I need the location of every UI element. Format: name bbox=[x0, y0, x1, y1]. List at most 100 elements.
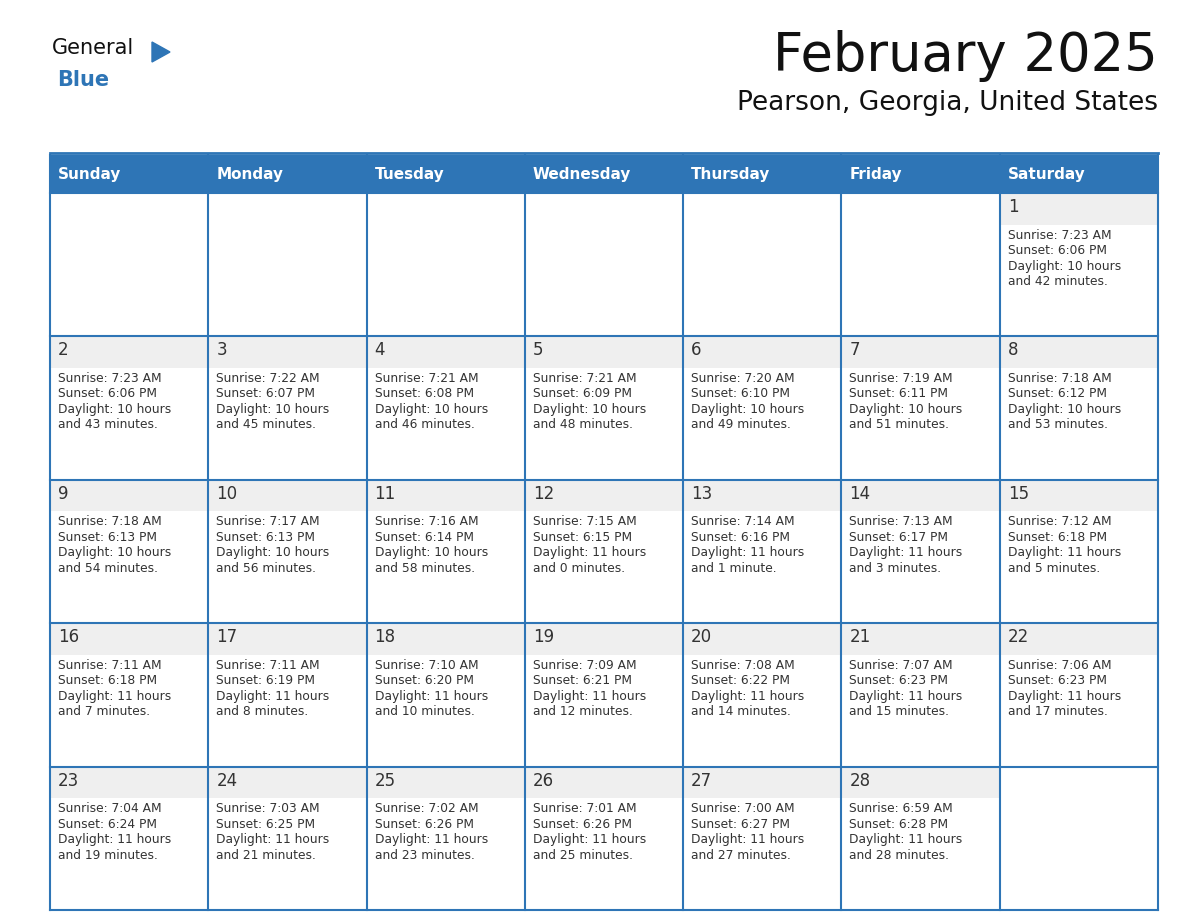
Text: Sunset: 6:20 PM: Sunset: 6:20 PM bbox=[374, 674, 474, 688]
Text: and 3 minutes.: and 3 minutes. bbox=[849, 562, 942, 575]
Text: Saturday: Saturday bbox=[1007, 166, 1086, 182]
Text: and 19 minutes.: and 19 minutes. bbox=[58, 848, 158, 862]
Text: Sunrise: 7:20 AM: Sunrise: 7:20 AM bbox=[691, 372, 795, 385]
Bar bbox=[841, 480, 1000, 511]
Bar bbox=[208, 336, 367, 368]
Text: and 43 minutes.: and 43 minutes. bbox=[58, 419, 158, 431]
Text: and 15 minutes.: and 15 minutes. bbox=[849, 705, 949, 718]
Text: Sunset: 6:27 PM: Sunset: 6:27 PM bbox=[691, 818, 790, 831]
Text: Sunset: 6:07 PM: Sunset: 6:07 PM bbox=[216, 387, 315, 400]
Text: Sunrise: 7:04 AM: Sunrise: 7:04 AM bbox=[58, 802, 162, 815]
Text: Sunrise: 7:13 AM: Sunrise: 7:13 AM bbox=[849, 515, 953, 529]
Text: Sunset: 6:22 PM: Sunset: 6:22 PM bbox=[691, 674, 790, 688]
Text: Sunrise: 7:14 AM: Sunrise: 7:14 AM bbox=[691, 515, 795, 529]
Text: Sunset: 6:06 PM: Sunset: 6:06 PM bbox=[1007, 244, 1107, 257]
Text: Sunset: 6:18 PM: Sunset: 6:18 PM bbox=[1007, 531, 1107, 543]
Text: 9: 9 bbox=[58, 485, 69, 503]
Text: Sunrise: 7:16 AM: Sunrise: 7:16 AM bbox=[374, 515, 479, 529]
Text: and 27 minutes.: and 27 minutes. bbox=[691, 848, 791, 862]
Text: Sunrise: 7:21 AM: Sunrise: 7:21 AM bbox=[533, 372, 637, 385]
Text: Daylight: 10 hours: Daylight: 10 hours bbox=[533, 403, 646, 416]
Text: Sunset: 6:25 PM: Sunset: 6:25 PM bbox=[216, 818, 315, 831]
Text: Blue: Blue bbox=[57, 70, 109, 90]
Text: Sunrise: 7:22 AM: Sunrise: 7:22 AM bbox=[216, 372, 320, 385]
Text: Sunset: 6:28 PM: Sunset: 6:28 PM bbox=[849, 818, 948, 831]
Text: 1: 1 bbox=[1007, 198, 1018, 216]
Text: Sunrise: 7:06 AM: Sunrise: 7:06 AM bbox=[1007, 659, 1111, 672]
Text: and 14 minutes.: and 14 minutes. bbox=[691, 705, 791, 718]
Text: Sunrise: 7:01 AM: Sunrise: 7:01 AM bbox=[533, 802, 637, 815]
Text: Daylight: 11 hours: Daylight: 11 hours bbox=[849, 546, 962, 559]
Text: Daylight: 10 hours: Daylight: 10 hours bbox=[374, 403, 488, 416]
Bar bbox=[367, 623, 525, 655]
Text: 25: 25 bbox=[374, 772, 396, 789]
Text: 20: 20 bbox=[691, 628, 713, 646]
Text: Sunrise: 7:11 AM: Sunrise: 7:11 AM bbox=[58, 659, 162, 672]
Text: Daylight: 11 hours: Daylight: 11 hours bbox=[691, 689, 804, 703]
Text: Sunset: 6:08 PM: Sunset: 6:08 PM bbox=[374, 387, 474, 400]
Text: Sunrise: 7:02 AM: Sunrise: 7:02 AM bbox=[374, 802, 479, 815]
Bar bbox=[1000, 193, 1158, 225]
Bar bbox=[841, 336, 1000, 368]
Text: Daylight: 10 hours: Daylight: 10 hours bbox=[1007, 403, 1121, 416]
Text: Sunset: 6:09 PM: Sunset: 6:09 PM bbox=[533, 387, 632, 400]
Text: Friday: Friday bbox=[849, 166, 902, 182]
Bar bbox=[683, 336, 841, 368]
Text: Sunset: 6:12 PM: Sunset: 6:12 PM bbox=[1007, 387, 1107, 400]
Text: and 42 minutes.: and 42 minutes. bbox=[1007, 275, 1107, 288]
Bar bbox=[50, 623, 208, 655]
Bar bbox=[683, 623, 841, 655]
Bar bbox=[208, 767, 367, 798]
Text: and 23 minutes.: and 23 minutes. bbox=[374, 848, 474, 862]
Text: Sunrise: 7:18 AM: Sunrise: 7:18 AM bbox=[1007, 372, 1112, 385]
Text: Daylight: 11 hours: Daylight: 11 hours bbox=[849, 834, 962, 846]
Bar bbox=[50, 480, 208, 511]
Text: 17: 17 bbox=[216, 628, 238, 646]
Text: 18: 18 bbox=[374, 628, 396, 646]
Text: February 2025: February 2025 bbox=[773, 30, 1158, 82]
Text: Sunrise: 7:17 AM: Sunrise: 7:17 AM bbox=[216, 515, 320, 529]
Text: and 0 minutes.: and 0 minutes. bbox=[533, 562, 625, 575]
Text: Sunrise: 7:11 AM: Sunrise: 7:11 AM bbox=[216, 659, 320, 672]
Text: and 1 minute.: and 1 minute. bbox=[691, 562, 777, 575]
Text: 11: 11 bbox=[374, 485, 396, 503]
Text: Sunset: 6:23 PM: Sunset: 6:23 PM bbox=[1007, 674, 1107, 688]
Text: 14: 14 bbox=[849, 485, 871, 503]
Text: 13: 13 bbox=[691, 485, 713, 503]
Text: and 54 minutes.: and 54 minutes. bbox=[58, 562, 158, 575]
Bar bbox=[367, 480, 525, 511]
Text: Sunrise: 7:00 AM: Sunrise: 7:00 AM bbox=[691, 802, 795, 815]
Text: and 45 minutes.: and 45 minutes. bbox=[216, 419, 316, 431]
Text: Sunrise: 7:03 AM: Sunrise: 7:03 AM bbox=[216, 802, 320, 815]
Text: Daylight: 11 hours: Daylight: 11 hours bbox=[533, 689, 646, 703]
Text: Sunset: 6:11 PM: Sunset: 6:11 PM bbox=[849, 387, 948, 400]
Text: Sunset: 6:15 PM: Sunset: 6:15 PM bbox=[533, 531, 632, 543]
Bar bbox=[208, 480, 367, 511]
Text: Daylight: 10 hours: Daylight: 10 hours bbox=[374, 546, 488, 559]
Text: Daylight: 10 hours: Daylight: 10 hours bbox=[1007, 260, 1121, 273]
Text: Daylight: 10 hours: Daylight: 10 hours bbox=[216, 403, 329, 416]
Text: 3: 3 bbox=[216, 341, 227, 360]
Text: Sunrise: 7:18 AM: Sunrise: 7:18 AM bbox=[58, 515, 162, 529]
Bar bbox=[525, 623, 683, 655]
Text: and 17 minutes.: and 17 minutes. bbox=[1007, 705, 1107, 718]
Text: Sunrise: 7:23 AM: Sunrise: 7:23 AM bbox=[58, 372, 162, 385]
Text: Sunrise: 7:15 AM: Sunrise: 7:15 AM bbox=[533, 515, 637, 529]
Text: Sunset: 6:26 PM: Sunset: 6:26 PM bbox=[374, 818, 474, 831]
Text: Daylight: 11 hours: Daylight: 11 hours bbox=[374, 689, 488, 703]
Text: Daylight: 10 hours: Daylight: 10 hours bbox=[216, 546, 329, 559]
Text: and 5 minutes.: and 5 minutes. bbox=[1007, 562, 1100, 575]
Text: and 56 minutes.: and 56 minutes. bbox=[216, 562, 316, 575]
Text: 16: 16 bbox=[58, 628, 80, 646]
Text: and 12 minutes.: and 12 minutes. bbox=[533, 705, 633, 718]
Text: Daylight: 11 hours: Daylight: 11 hours bbox=[374, 834, 488, 846]
Text: Sunset: 6:17 PM: Sunset: 6:17 PM bbox=[849, 531, 948, 543]
Text: Sunset: 6:13 PM: Sunset: 6:13 PM bbox=[216, 531, 315, 543]
Text: Daylight: 11 hours: Daylight: 11 hours bbox=[1007, 546, 1121, 559]
Text: Daylight: 10 hours: Daylight: 10 hours bbox=[849, 403, 962, 416]
Text: 10: 10 bbox=[216, 485, 238, 503]
Text: and 58 minutes.: and 58 minutes. bbox=[374, 562, 475, 575]
Bar bbox=[367, 767, 525, 798]
Text: Daylight: 11 hours: Daylight: 11 hours bbox=[691, 834, 804, 846]
Bar bbox=[208, 623, 367, 655]
